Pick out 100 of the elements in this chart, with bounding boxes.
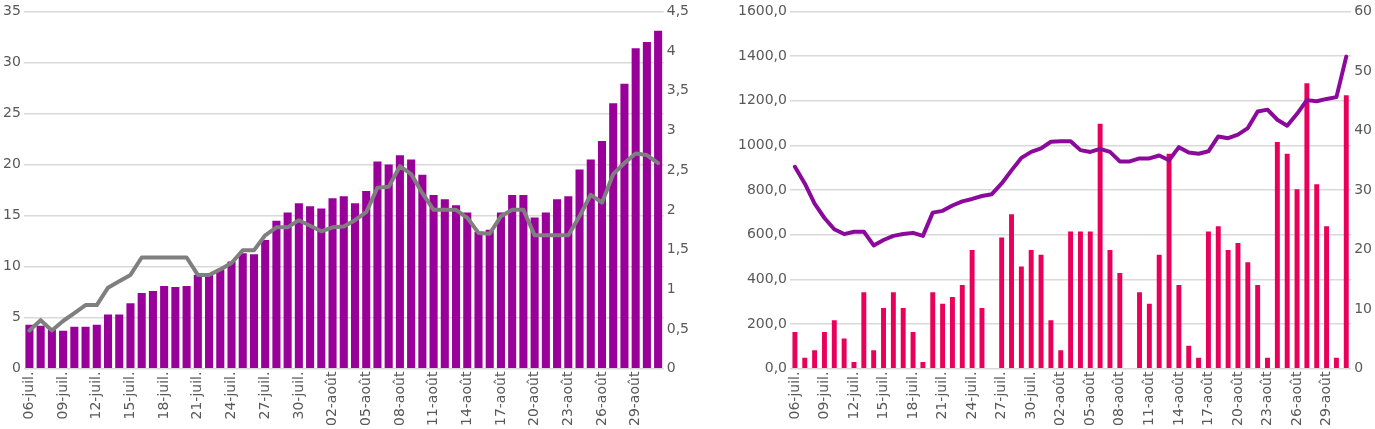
- bar: [148, 291, 157, 368]
- bar: [160, 285, 169, 368]
- x-tick-label: 20-août: [525, 371, 542, 426]
- bar: [227, 261, 236, 368]
- y2-tick-label: 60: [1354, 2, 1373, 19]
- bar: [969, 250, 975, 368]
- bar: [171, 286, 180, 368]
- bar: [930, 292, 936, 368]
- x-tick-label: 17-août: [1199, 371, 1216, 426]
- x-tick-label: 09-juil.: [53, 371, 70, 420]
- bar: [283, 212, 292, 368]
- bar: [541, 212, 550, 368]
- y2-tick-label: 1,5: [666, 240, 689, 257]
- x-tick-label: 27-juil.: [992, 371, 1009, 420]
- x-tick-label: 14-août: [457, 371, 474, 426]
- bar: [1077, 231, 1083, 368]
- x-tick-label: 05-août: [356, 371, 373, 426]
- y-tick-label: 400,0: [746, 269, 787, 286]
- bar: [1048, 320, 1054, 368]
- bar: [575, 169, 584, 368]
- y2-tick-label: 3: [666, 121, 676, 138]
- bar: [418, 174, 427, 368]
- x-tick-label: 30-juil.: [289, 371, 306, 420]
- bar: [182, 285, 191, 368]
- bar: [949, 296, 955, 368]
- x-tick-label: 08-août: [1110, 371, 1127, 426]
- x-tick-label: 27-juil.: [255, 371, 272, 420]
- bar: [1068, 231, 1074, 368]
- bar: [564, 196, 573, 368]
- x-tick-label: 14-août: [1169, 371, 1186, 426]
- bar: [1225, 250, 1231, 368]
- bar: [1304, 83, 1310, 368]
- y-tick-label: 20: [2, 155, 21, 172]
- bar: [328, 198, 337, 368]
- y-tick-label: 30: [2, 53, 21, 70]
- bar: [920, 361, 926, 368]
- bar: [812, 350, 818, 368]
- x-tick-label: 12-juil.: [844, 371, 861, 420]
- x-tick-label: 26-août: [592, 371, 609, 426]
- y2-tick-label: 10: [1354, 299, 1373, 316]
- bar: [1255, 284, 1261, 368]
- x-tick-label: 18-juil.: [154, 371, 171, 420]
- bar: [126, 303, 135, 368]
- bar: [1028, 250, 1034, 368]
- bar: [1146, 303, 1152, 368]
- x-tick-label: 05-août: [1080, 371, 1097, 426]
- y2-tick-label: 20: [1354, 240, 1373, 257]
- x-tick-label: 12-juil.: [87, 371, 104, 420]
- x-tick-label: 29-août: [626, 371, 643, 426]
- bar: [1186, 345, 1192, 368]
- y2-tick-label: 3,5: [666, 81, 689, 98]
- y-tick-label: 10: [2, 257, 21, 274]
- y-tick-label: 0: [11, 359, 21, 376]
- bar: [373, 161, 382, 368]
- bar: [597, 141, 607, 368]
- y-tick-label: 600,0: [746, 225, 787, 242]
- bar: [1018, 266, 1024, 368]
- bar: [1196, 357, 1202, 368]
- x-tick-label: 11-août: [424, 371, 441, 426]
- bar: [1137, 292, 1142, 368]
- bar: [620, 83, 629, 368]
- bar: [261, 240, 270, 368]
- x-tick-label: 21-juil.: [188, 371, 205, 420]
- x-tick-label: 11-août: [1139, 371, 1156, 426]
- y2-tick-label: 2,5: [666, 160, 689, 177]
- bar: [1097, 123, 1103, 368]
- bar: [1284, 153, 1290, 368]
- bar: [1343, 95, 1349, 368]
- bar: [317, 208, 326, 368]
- bar: [238, 253, 247, 368]
- x-tick-label: 02-août: [323, 371, 340, 426]
- x-tick-label: 23-août: [558, 371, 575, 426]
- bar: [294, 203, 303, 368]
- bar: [137, 293, 146, 368]
- y-tick-label: 200,0: [746, 314, 787, 331]
- bar: [496, 212, 505, 368]
- y-tick-label: 1600,0: [737, 2, 787, 19]
- bar: [609, 103, 618, 368]
- bar: [519, 195, 528, 368]
- x-tick-label: 21-juil.: [933, 371, 950, 420]
- bar: [1058, 350, 1064, 368]
- bar: [999, 237, 1005, 368]
- bar: [272, 220, 281, 368]
- bar: [205, 274, 214, 368]
- bar: [407, 159, 416, 368]
- bar: [384, 164, 393, 368]
- x-tick-label: 09-juil.: [815, 371, 832, 420]
- bar: [910, 332, 916, 368]
- bar: [350, 203, 360, 368]
- bar: [1156, 254, 1162, 368]
- bar: [249, 254, 258, 368]
- bar: [631, 48, 640, 368]
- y-tick-label: 35: [2, 2, 21, 19]
- bar: [900, 308, 906, 368]
- y-tick-label: 5: [11, 308, 21, 325]
- bar: [1245, 262, 1251, 368]
- bar: [92, 324, 101, 368]
- bar: [821, 332, 827, 368]
- y-tick-label: 1200,0: [737, 91, 787, 108]
- y2-tick-label: 0: [1354, 359, 1364, 376]
